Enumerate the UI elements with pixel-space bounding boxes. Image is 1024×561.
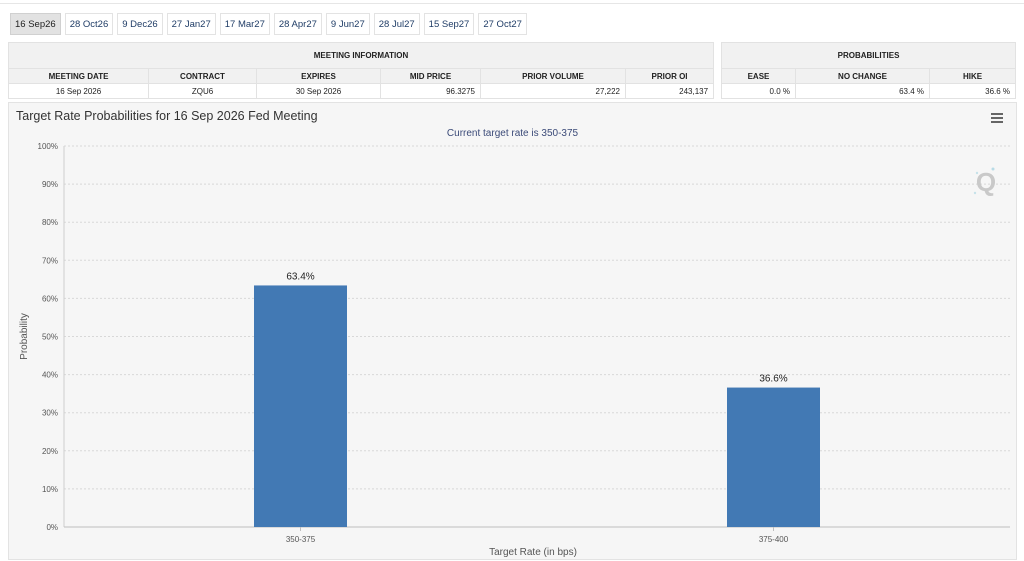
bar-375-400 bbox=[727, 387, 820, 527]
data-label: 63.4% bbox=[286, 271, 314, 282]
cell-expires: 30 Sep 2026 bbox=[256, 83, 381, 99]
probabilities-table: PROBABILITIES EASE NO CHANGE HIKE 0.0 % … bbox=[720, 42, 1017, 99]
cell-prior-volume: 27,222 bbox=[480, 83, 626, 99]
chart-subtitle: Current target rate is 350-375 bbox=[446, 128, 579, 139]
cell-prior-oi: 243,137 bbox=[624, 83, 715, 99]
col-prior-volume: PRIOR VOLUME bbox=[480, 68, 626, 84]
tab-27-oct27[interactable]: 27 Oct27 bbox=[478, 13, 527, 35]
col-contract: CONTRACT bbox=[148, 68, 257, 84]
tab-28-jul27[interactable]: 28 Jul27 bbox=[373, 13, 420, 35]
x-tick-label: 350-375 bbox=[286, 535, 316, 544]
y-tick-label: 50% bbox=[42, 333, 58, 342]
y-tick-label: 10% bbox=[42, 485, 58, 494]
svg-text:Q: Q bbox=[976, 167, 996, 197]
y-tick-label: 30% bbox=[42, 409, 58, 418]
bar-350-375 bbox=[254, 285, 347, 527]
col-mid-price: MID PRICE bbox=[380, 68, 481, 84]
cell-meeting-date: 16 Sep 2026 bbox=[8, 83, 149, 99]
tab-28-oct26[interactable]: 28 Oct26 bbox=[64, 13, 114, 35]
tab-28-apr27[interactable]: 28 Apr27 bbox=[273, 13, 322, 35]
cell-mid-price: 96.3275 bbox=[380, 83, 481, 99]
x-axis-title: Target Rate (in bps) bbox=[489, 547, 577, 558]
meeting-information-table: MEETING INFORMATION MEETING DATE CONTRAC… bbox=[7, 42, 715, 99]
y-tick-label: 90% bbox=[42, 180, 58, 189]
cell-no-change: 63.4 % bbox=[795, 83, 930, 99]
col-hike: HIKE bbox=[928, 68, 1017, 84]
cell-contract: ZQU6 bbox=[148, 83, 257, 99]
hamburger-menu-icon[interactable] bbox=[991, 113, 1003, 123]
tab-27-jan27[interactable]: 27 Jan27 bbox=[166, 13, 216, 35]
data-label: 36.6% bbox=[759, 374, 787, 385]
col-meeting-date: MEETING DATE bbox=[8, 68, 149, 84]
meeting-date-tabs: 16 Sep26 28 Oct26 9 Dec26 27 Jan27 17 Mar27 2… bbox=[10, 13, 527, 35]
col-no-change: NO CHANGE bbox=[795, 68, 930, 84]
y-tick-label: 100% bbox=[38, 142, 58, 151]
x-tick-label: 375-400 bbox=[759, 535, 789, 544]
col-expires: EXPIRES bbox=[256, 68, 381, 84]
tab-15-sep27[interactable]: 15 Sep27 bbox=[423, 13, 475, 35]
y-axis-title: Probability bbox=[19, 313, 30, 360]
tab-17-mar27[interactable]: 17 Mar27 bbox=[219, 13, 270, 35]
col-ease: EASE bbox=[721, 68, 796, 84]
table-row: 0.0 % 63.4 % 36.6 % bbox=[721, 83, 1017, 99]
chart-title: Target Rate Probabilities for 16 Sep 202… bbox=[16, 109, 318, 123]
y-tick-label: 40% bbox=[42, 371, 58, 380]
y-tick-label: 0% bbox=[46, 523, 58, 532]
y-tick-label: 70% bbox=[42, 256, 58, 265]
y-tick-label: 20% bbox=[42, 447, 58, 456]
cell-hike: 36.6 % bbox=[928, 83, 1017, 99]
probabilities-header: PROBABILITIES bbox=[720, 42, 1017, 69]
tab-16-sep26[interactable]: 16 Sep26 bbox=[10, 13, 61, 35]
chart-container: 0% 10% 20% 30% 40% 50% 60% 70% 80% 90% 100% 63.4% 35… bbox=[8, 102, 1017, 560]
top-divider bbox=[0, 3, 1024, 4]
y-tick-label: 80% bbox=[42, 218, 58, 227]
tab-9-jun27[interactable]: 9 Jun27 bbox=[325, 13, 370, 35]
meeting-information-header: MEETING INFORMATION bbox=[7, 42, 715, 69]
tab-9-dec26[interactable]: 9 Dec26 bbox=[117, 13, 163, 35]
quikstrike-q-logo-icon: Q bbox=[973, 167, 996, 197]
bar-chart: 0% 10% 20% 30% 40% 50% 60% 70% 80% 90% 100% 63.4% 35… bbox=[19, 142, 1010, 558]
y-tick-label: 60% bbox=[42, 294, 58, 303]
cell-ease: 0.0 % bbox=[721, 83, 796, 99]
table-row: 16 Sep 2026 ZQU6 30 Sep 2026 96.3275 27,… bbox=[8, 83, 715, 99]
col-prior-oi: PRIOR OI bbox=[624, 68, 715, 84]
